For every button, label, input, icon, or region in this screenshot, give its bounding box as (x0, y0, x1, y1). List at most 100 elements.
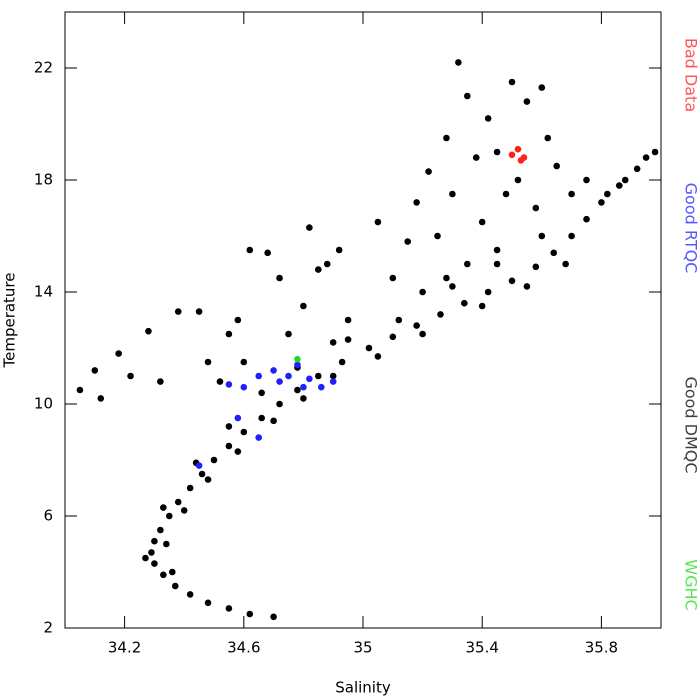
data-point (508, 151, 516, 159)
data-point (493, 260, 501, 268)
x-tick-label: 35 (353, 639, 372, 657)
data-point (464, 92, 471, 100)
data-point (148, 549, 155, 556)
legend-label: WGHC (682, 559, 700, 610)
points (76, 59, 659, 621)
data-point (344, 336, 352, 343)
data-point (186, 591, 194, 598)
data-point (478, 218, 486, 226)
data-point (198, 470, 206, 478)
data-point (270, 367, 277, 374)
data-point (157, 526, 164, 534)
data-point (538, 232, 546, 240)
data-point (395, 316, 403, 324)
data-point (180, 507, 188, 514)
data-point (633, 165, 641, 173)
data-point (225, 423, 233, 430)
data-point (550, 249, 558, 257)
data-point (514, 145, 522, 153)
data-point (374, 218, 382, 226)
data-point (127, 372, 134, 380)
x-axis-label: Salinity (335, 679, 391, 697)
data-point (157, 378, 164, 385)
data-point (335, 246, 343, 254)
data-point (365, 344, 373, 352)
legend-label: Bad Data (682, 38, 700, 112)
data-point (240, 428, 248, 436)
data-point (449, 283, 456, 290)
data-point (502, 190, 510, 198)
data-point (294, 361, 301, 369)
y-tick-label: 14 (34, 283, 53, 301)
data-point (234, 316, 242, 324)
data-point (91, 367, 99, 374)
data-point (97, 395, 105, 402)
y-tick-label: 6 (43, 507, 53, 525)
data-point (344, 316, 352, 324)
data-point (270, 613, 277, 621)
data-point (225, 442, 233, 450)
data-point (186, 484, 194, 492)
x-tick-label: 35.8 (585, 639, 618, 657)
data-point (160, 571, 167, 579)
data-point (195, 462, 203, 469)
axes: 34.2 34.6 35 35.4 35.8 2 6 10 14 18 22 (34, 12, 661, 657)
y-tick-label: 2 (43, 619, 53, 637)
data-point (508, 277, 516, 285)
data-point (234, 448, 242, 455)
data-point (562, 260, 569, 268)
data-point (389, 274, 397, 282)
data-point (171, 582, 179, 590)
data-point (234, 414, 242, 422)
data-point (538, 84, 546, 91)
data-point (264, 249, 271, 257)
data-point (317, 383, 325, 391)
data-point (216, 378, 224, 385)
data-point (168, 568, 176, 576)
data-point (437, 311, 444, 318)
data-point (651, 148, 659, 156)
y-tick-label: 18 (34, 171, 53, 189)
data-point (598, 199, 605, 206)
data-point (195, 308, 203, 315)
data-point (145, 327, 152, 335)
data-point (464, 260, 471, 268)
data-point (225, 381, 233, 388)
data-point (306, 224, 313, 231)
data-point (484, 288, 492, 296)
data-point (210, 456, 218, 464)
data-point (306, 375, 313, 383)
data-point (115, 350, 122, 357)
y-tick-label: 22 (34, 59, 53, 77)
data-point (323, 260, 331, 268)
data-point (413, 322, 420, 329)
data-point (285, 330, 292, 338)
data-point (434, 232, 441, 240)
data-point (389, 333, 397, 341)
data-point (508, 78, 516, 86)
data-point (523, 283, 531, 290)
data-point (413, 199, 420, 206)
data-point (225, 605, 233, 612)
data-point (255, 372, 262, 380)
data-point (240, 358, 248, 366)
data-point (461, 299, 468, 307)
data-point (523, 98, 531, 105)
data-point (166, 512, 173, 520)
data-point (300, 302, 307, 310)
data-point (514, 176, 522, 184)
data-point (300, 383, 307, 391)
data-point (615, 182, 623, 189)
data-point (455, 59, 462, 66)
data-point (276, 274, 283, 282)
x-tick-label: 34.2 (108, 639, 141, 657)
data-point (276, 378, 283, 385)
data-point (329, 372, 337, 380)
data-point (374, 353, 382, 360)
data-point (300, 395, 307, 402)
data-point (449, 190, 456, 198)
x-tick-label: 35.4 (465, 639, 498, 657)
data-point (255, 434, 262, 441)
data-point (174, 498, 182, 506)
